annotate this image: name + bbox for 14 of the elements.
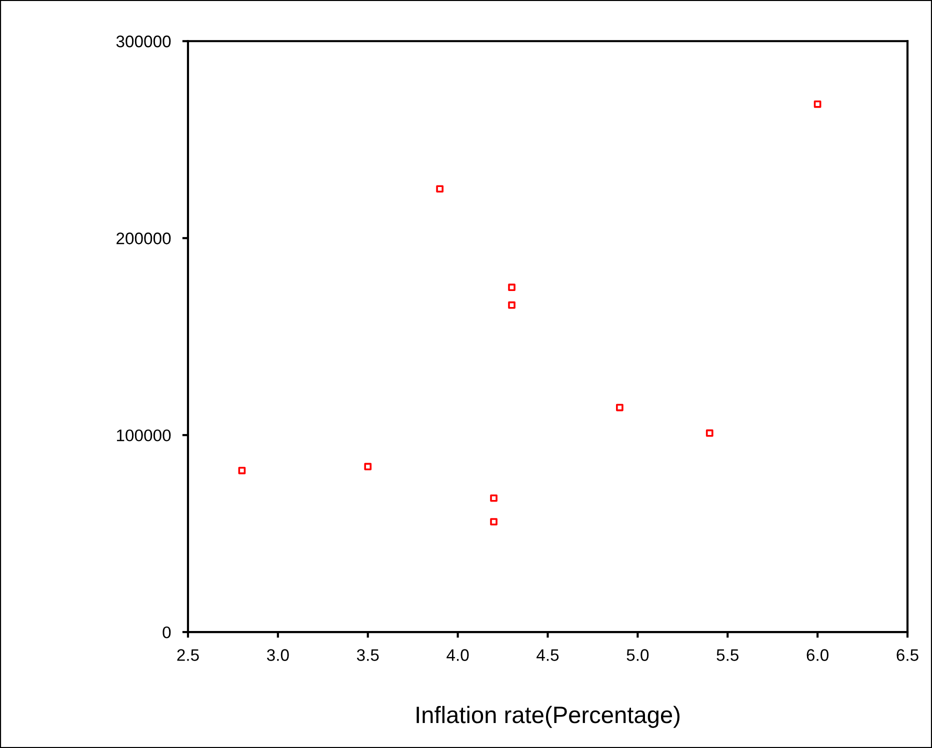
x-tick-label: 6.5 <box>896 649 918 661</box>
y-tick-label: 300000 <box>116 36 171 48</box>
x-tick-label: 6.0 <box>806 649 828 661</box>
x-tick-label: 2.5 <box>177 649 199 661</box>
y-tick-label: 100000 <box>116 429 171 442</box>
x-tick-label: 3.5 <box>356 649 379 661</box>
x-tick-label: 4.5 <box>536 649 559 661</box>
y-tick-label: 200000 <box>116 232 171 244</box>
x-tick-label: 5.0 <box>626 649 649 661</box>
x-tick-label: 5.5 <box>716 649 738 661</box>
x-tick-label: 3.0 <box>266 649 289 661</box>
x-tick-label: 4.0 <box>446 649 469 661</box>
x-axis-title: Inflation rate(Percentage) <box>416 706 680 728</box>
y-tick-label: 0 <box>162 626 171 638</box>
